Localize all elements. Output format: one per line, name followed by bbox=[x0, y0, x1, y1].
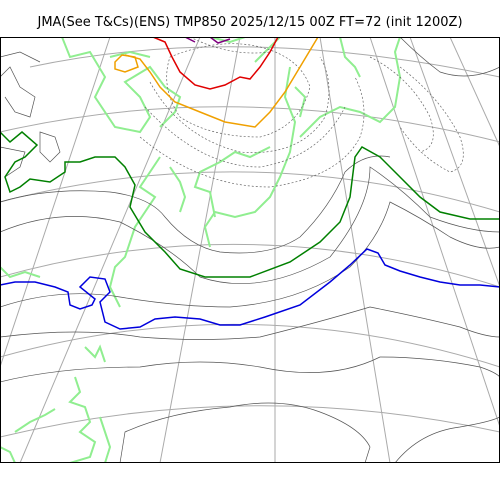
dashed-contours bbox=[139, 37, 464, 188]
isotherm-orange bbox=[124, 37, 319, 128]
isotherm-red bbox=[152, 37, 279, 90]
weather-map bbox=[0, 37, 500, 463]
map-title: JMA(See T&Cs)(ENS) TMP850 2025/12/15 00Z… bbox=[37, 15, 463, 30]
coastlines bbox=[0, 37, 402, 463]
isotherm-blue bbox=[0, 248, 500, 330]
graticule-latitudes bbox=[0, 46, 500, 438]
isotherm-green bbox=[0, 131, 500, 278]
height-contours bbox=[0, 37, 500, 463]
isotherm-orange-small bbox=[114, 54, 139, 73]
graticule-meridians bbox=[0, 37, 500, 463]
